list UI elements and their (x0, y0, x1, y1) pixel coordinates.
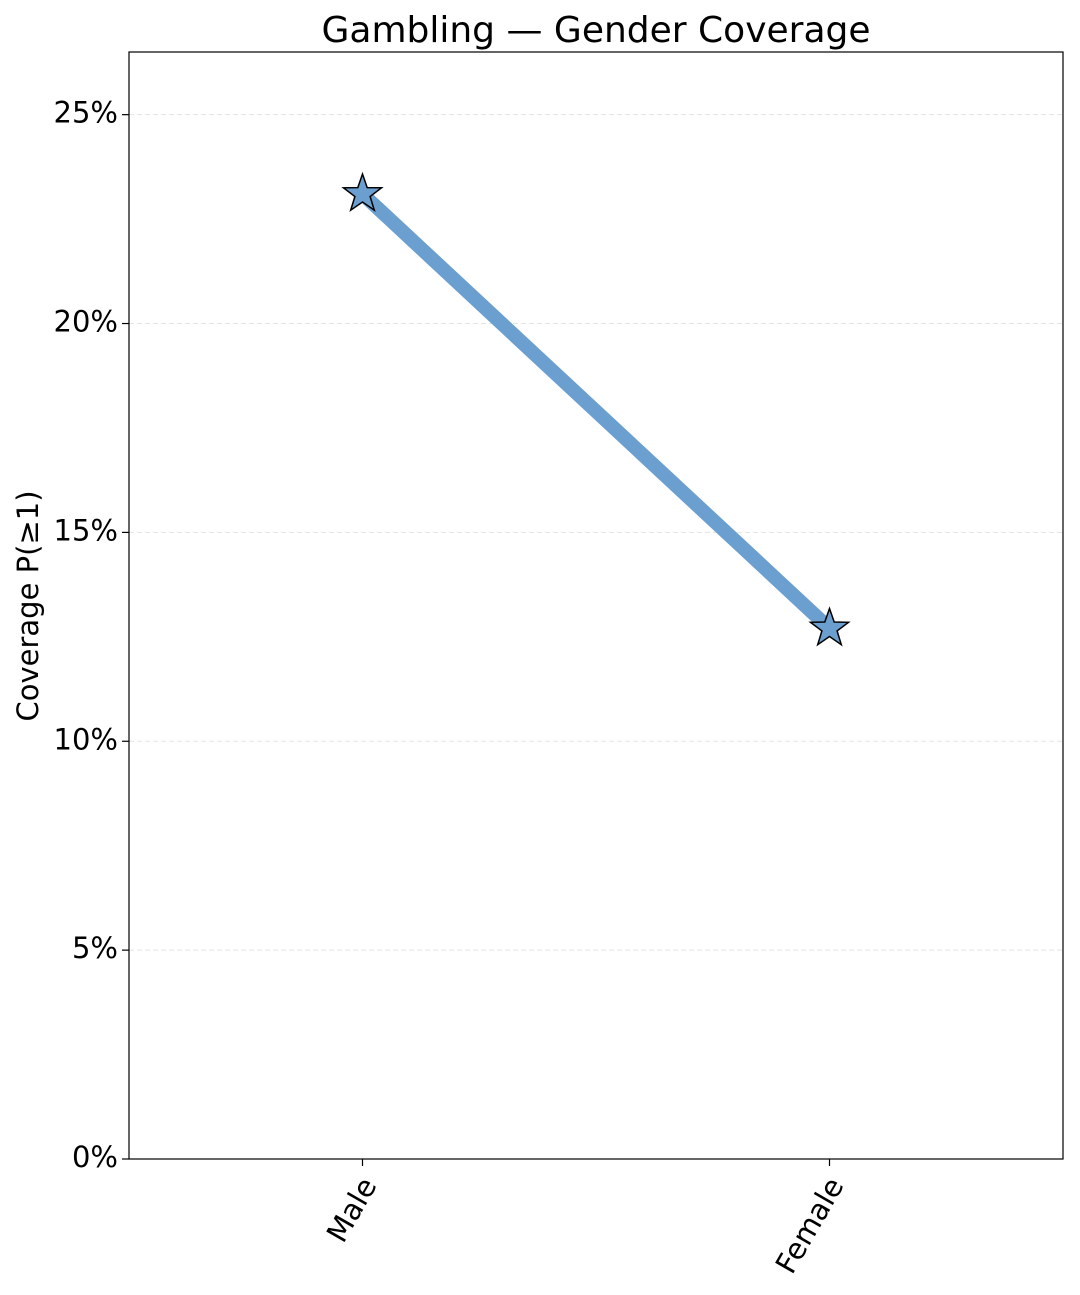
marker (808, 606, 851, 647)
plot-frame (128, 51, 1064, 1160)
y-axis-label: Coverage P(≥1) (11, 490, 45, 721)
chart-title: Gambling — Gender Coverage (321, 10, 870, 51)
line (357, 188, 835, 634)
y-tick-label: 20% (54, 305, 118, 339)
y-tick-label: 25% (54, 96, 118, 130)
y-tick-label: 10% (54, 722, 118, 756)
x-tick-label: Female (769, 1172, 851, 1280)
marker (341, 171, 384, 213)
x-tick-label: Male (320, 1172, 384, 1248)
y-tick-label: 15% (54, 513, 118, 547)
y-tick-label: 5% (72, 931, 118, 965)
y-tick-label: 0% (72, 1140, 118, 1174)
